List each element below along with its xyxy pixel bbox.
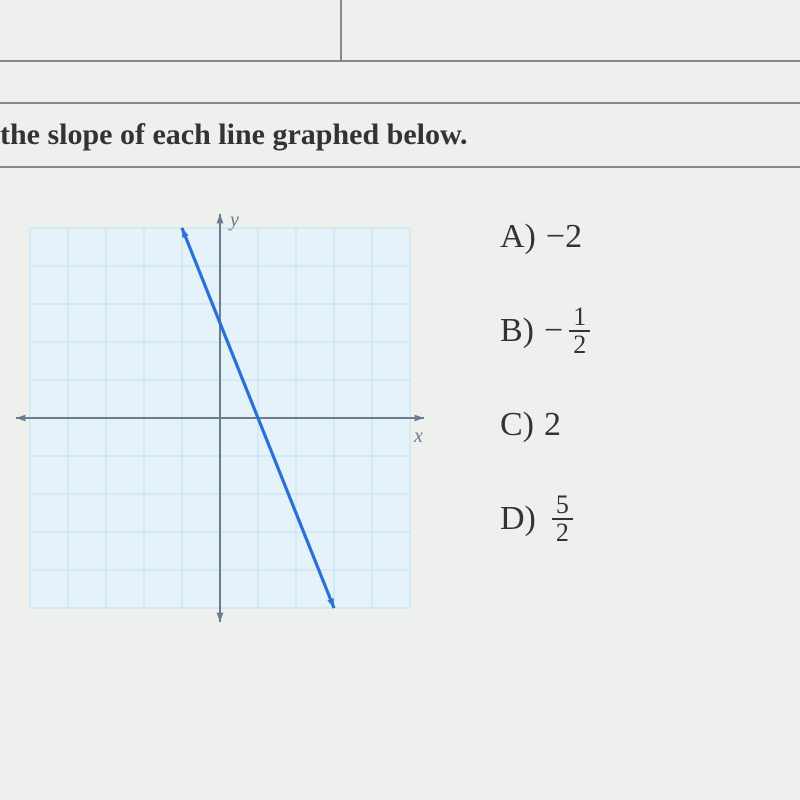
choice-a-value: −2 (546, 218, 582, 256)
answer-choices: A) −2 B) − 1 2 C) 2 D) 5 2 (440, 198, 800, 638)
choice-b-den: 2 (569, 332, 590, 358)
choice-d-num: 5 (552, 492, 573, 520)
choice-d-fraction: 5 2 (552, 492, 573, 546)
coordinate-graph: xy (10, 198, 430, 638)
choice-a-label: A) (500, 218, 536, 256)
choice-b[interactable]: B) − 1 2 (500, 304, 800, 358)
choice-d[interactable]: D) 5 2 (500, 492, 800, 546)
graph-column: xy (0, 198, 440, 638)
choice-d-label: D) (500, 500, 536, 538)
choice-b-fraction: 1 2 (569, 304, 590, 358)
top-table-divider (0, 0, 800, 62)
svg-text:x: x (413, 425, 423, 447)
question-text: the slope of each line graphed below. (0, 104, 800, 168)
page: the slope of each line graphed below. xy… (0, 0, 800, 800)
spacer-row (0, 62, 800, 104)
choice-b-neg: − (544, 312, 563, 350)
choice-c-label: C) (500, 406, 534, 444)
choice-b-label: B) (500, 312, 534, 350)
choice-a[interactable]: A) −2 (500, 218, 800, 256)
choice-d-den: 2 (552, 520, 573, 546)
content-row: xy A) −2 B) − 1 2 C) 2 D) 5 (0, 168, 800, 638)
choice-c-value: 2 (544, 406, 561, 444)
choice-c[interactable]: C) 2 (500, 406, 800, 444)
svg-text:y: y (228, 209, 239, 231)
choice-b-num: 1 (569, 304, 590, 332)
